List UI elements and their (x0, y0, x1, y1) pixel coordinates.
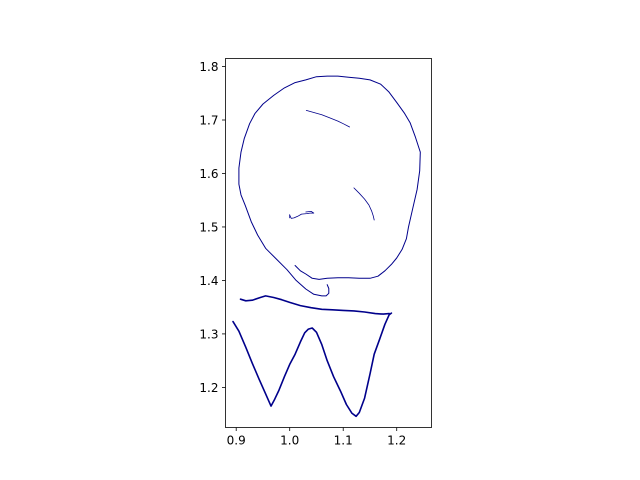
series-line-bottom-stroke (305, 110, 351, 128)
y-tick-label: 1.6 (199, 167, 218, 181)
series-line-right-stroke (353, 187, 375, 221)
y-tick-label: 1.2 (199, 381, 218, 395)
series-line-horizontal-band (239, 295, 391, 315)
y-tick-label: 1.8 (199, 60, 218, 74)
y-tick-label: 1.7 (199, 114, 218, 128)
series-line-small-mark (289, 210, 315, 219)
x-tick-label: 1.2 (387, 434, 406, 448)
x-tick-label: 0.9 (227, 434, 246, 448)
y-tick-label: 1.3 (199, 327, 218, 341)
series-line-circle-outline (238, 75, 421, 297)
x-tick-label: 1.1 (334, 434, 353, 448)
x-axis-ticks: 0.9 1.0 1.1 1.2 (227, 427, 406, 448)
y-tick-label: 1.5 (199, 220, 218, 234)
series-line-m-shape (232, 312, 393, 418)
y-tick-label: 1.4 (199, 274, 218, 288)
plot-frame (225, 58, 432, 428)
y-axis-ticks: 1.2 1.3 1.4 1.5 1.6 1.7 1.8 (199, 60, 226, 395)
x-tick-label: 1.0 (280, 434, 299, 448)
series-layer (232, 75, 421, 418)
